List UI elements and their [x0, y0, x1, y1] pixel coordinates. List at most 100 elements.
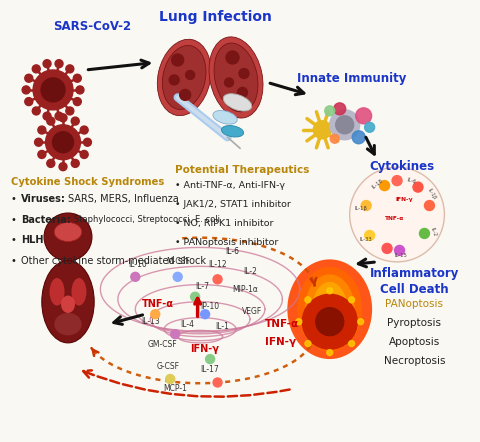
Circle shape — [201, 310, 210, 319]
Circle shape — [66, 65, 74, 73]
Text: •: • — [11, 214, 16, 225]
Text: TNF-α: TNF-α — [265, 319, 299, 329]
Text: Staphylococci, Streptococci, E. coli: Staphylococci, Streptococci, E. coli — [74, 214, 220, 224]
Text: G-CSF: G-CSF — [156, 362, 179, 371]
Text: • Anti-TNF-α, Anti-IFN-γ: • Anti-TNF-α, Anti-IFN-γ — [175, 181, 285, 190]
Text: IL-13: IL-13 — [141, 317, 160, 326]
Circle shape — [296, 319, 302, 325]
Ellipse shape — [223, 94, 252, 111]
Text: IFN-γ: IFN-γ — [265, 337, 296, 347]
Circle shape — [80, 150, 88, 158]
Ellipse shape — [214, 43, 258, 112]
Text: IL-10: IL-10 — [129, 260, 147, 269]
Circle shape — [22, 86, 30, 94]
Circle shape — [350, 167, 444, 262]
Circle shape — [25, 74, 33, 82]
Text: IL-6: IL-6 — [226, 248, 240, 256]
Circle shape — [327, 288, 333, 294]
Text: Cytokines: Cytokines — [370, 160, 434, 173]
Text: •: • — [11, 236, 16, 245]
Text: Other cytokine storm-mediated shock: Other cytokine storm-mediated shock — [21, 256, 205, 267]
Circle shape — [47, 117, 55, 125]
Bar — [62, 255, 74, 262]
Text: IFN-γ: IFN-γ — [191, 344, 220, 354]
Ellipse shape — [305, 274, 355, 344]
Text: Cytokine Shock Syndromes: Cytokine Shock Syndromes — [11, 177, 164, 187]
Text: VEGF: VEGF — [242, 307, 263, 316]
Circle shape — [66, 107, 74, 115]
Circle shape — [38, 150, 46, 158]
Circle shape — [84, 138, 91, 146]
Circle shape — [325, 106, 335, 116]
Circle shape — [316, 308, 344, 335]
Ellipse shape — [312, 282, 347, 337]
Circle shape — [59, 114, 67, 122]
Circle shape — [43, 112, 51, 120]
Circle shape — [213, 378, 222, 387]
Text: Innate Immunity: Innate Immunity — [298, 72, 407, 85]
Text: MCP-1: MCP-1 — [163, 385, 187, 393]
Circle shape — [38, 126, 46, 134]
Text: Pyroptosis: Pyroptosis — [387, 318, 442, 328]
Text: M-CSF: M-CSF — [166, 257, 190, 267]
Circle shape — [336, 116, 354, 134]
Circle shape — [327, 350, 333, 355]
Circle shape — [171, 330, 180, 339]
Circle shape — [348, 297, 355, 303]
Circle shape — [32, 65, 40, 73]
Ellipse shape — [221, 126, 244, 137]
Ellipse shape — [297, 267, 362, 351]
Text: Bacteria:: Bacteria: — [21, 214, 71, 225]
Circle shape — [413, 182, 423, 192]
Circle shape — [131, 272, 140, 281]
Ellipse shape — [72, 278, 86, 305]
Circle shape — [380, 181, 390, 191]
Text: IP-10: IP-10 — [201, 302, 220, 311]
Circle shape — [180, 89, 191, 100]
Circle shape — [55, 112, 63, 120]
Text: IL-1β: IL-1β — [355, 206, 368, 211]
Text: IL-1β: IL-1β — [427, 187, 437, 200]
Text: TNF-α: TNF-α — [142, 299, 174, 309]
Circle shape — [166, 374, 175, 384]
Text: IL-4: IL-4 — [180, 320, 195, 329]
Circle shape — [239, 69, 249, 78]
Circle shape — [365, 230, 374, 240]
Circle shape — [361, 201, 371, 210]
Circle shape — [365, 122, 374, 132]
Ellipse shape — [162, 46, 206, 110]
Text: Lung Infection: Lung Infection — [158, 10, 272, 24]
Circle shape — [32, 107, 40, 115]
Text: Viruses:: Viruses: — [21, 194, 65, 204]
Circle shape — [225, 96, 233, 104]
Circle shape — [76, 86, 84, 94]
Circle shape — [55, 60, 63, 68]
Ellipse shape — [209, 37, 263, 118]
Ellipse shape — [42, 261, 94, 343]
Text: SARS-CoV-2: SARS-CoV-2 — [53, 20, 131, 33]
Text: IL-7: IL-7 — [196, 282, 210, 291]
Ellipse shape — [54, 222, 82, 241]
Circle shape — [43, 60, 51, 68]
Ellipse shape — [54, 313, 82, 335]
Circle shape — [330, 110, 360, 140]
Circle shape — [305, 340, 311, 347]
Circle shape — [225, 78, 233, 87]
Circle shape — [424, 201, 434, 210]
Text: MIP-1α: MIP-1α — [232, 285, 258, 294]
Text: PANoptosis: PANoptosis — [385, 299, 444, 309]
Circle shape — [358, 319, 364, 325]
Circle shape — [302, 294, 357, 349]
Circle shape — [71, 117, 79, 125]
Text: IL-2: IL-2 — [429, 227, 437, 237]
Circle shape — [173, 272, 182, 281]
Circle shape — [191, 292, 200, 301]
Circle shape — [334, 103, 346, 115]
Text: • NO, RIPK1 inhibitor: • NO, RIPK1 inhibitor — [175, 219, 274, 228]
Ellipse shape — [49, 278, 64, 305]
Circle shape — [330, 134, 339, 143]
Text: TNF-α: TNF-α — [385, 216, 404, 221]
Text: Inflammatory
Cell Death: Inflammatory Cell Death — [370, 267, 459, 296]
Circle shape — [52, 132, 73, 153]
Circle shape — [71, 160, 79, 168]
